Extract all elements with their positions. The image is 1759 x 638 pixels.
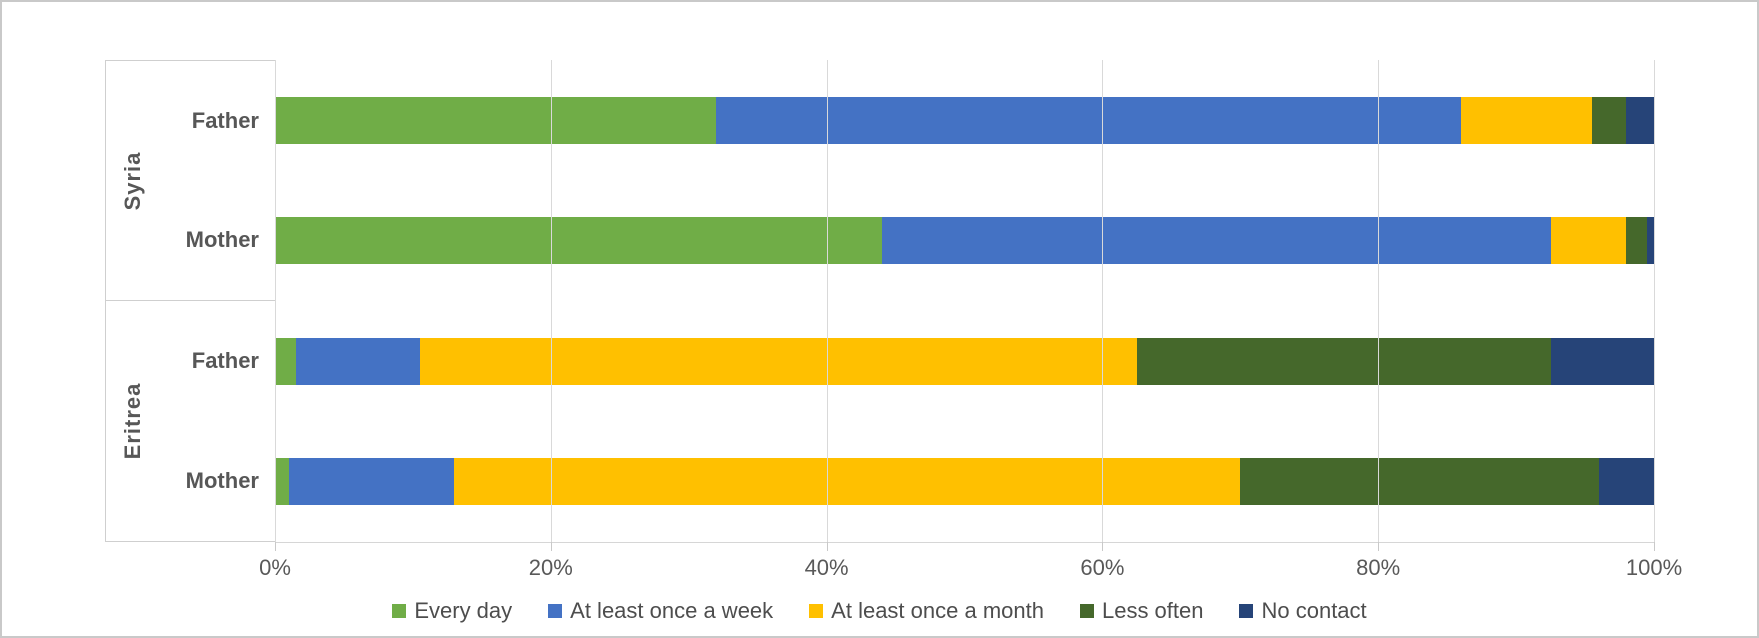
bar-segment bbox=[1550, 217, 1627, 265]
tick-mark bbox=[1654, 542, 1655, 551]
legend-item: Every day bbox=[392, 598, 512, 624]
bar-segment bbox=[275, 458, 289, 506]
legend-label: At least once a week bbox=[570, 598, 774, 623]
bar-segment bbox=[1460, 96, 1592, 144]
bar-row bbox=[275, 217, 1654, 265]
plot-area bbox=[275, 60, 1655, 543]
category-labels: Father Mother bbox=[106, 61, 275, 300]
legend-label: No contact bbox=[1261, 598, 1367, 623]
legend-item: At least once a week bbox=[548, 598, 773, 624]
bar-row bbox=[275, 337, 1654, 385]
tick-label: 60% bbox=[1080, 555, 1125, 580]
category-labels: Father Mother bbox=[106, 301, 275, 541]
gridline bbox=[550, 60, 552, 542]
bar-segment bbox=[295, 337, 420, 385]
legend-label: Every day bbox=[414, 598, 513, 623]
bar-segment bbox=[275, 337, 296, 385]
bar-segment bbox=[1550, 337, 1654, 385]
tick-mark bbox=[1378, 542, 1380, 551]
bar-segment bbox=[881, 217, 1551, 265]
legend-color-swatch-icon bbox=[1239, 604, 1254, 618]
bar-segment bbox=[1136, 337, 1551, 385]
group-label: Eritrea bbox=[120, 382, 145, 460]
legend-color-swatch-icon bbox=[1079, 604, 1094, 618]
category-label: Father bbox=[191, 107, 259, 133]
group-box: Syria Father Mother bbox=[106, 61, 275, 301]
gridline bbox=[1654, 60, 1655, 542]
bar-segment bbox=[1626, 96, 1654, 144]
tick-mark bbox=[550, 542, 552, 551]
category-axis: Syria Father Mother Eritrea Father Mother bbox=[105, 60, 275, 542]
bar-segment bbox=[1598, 458, 1654, 506]
bar-segment bbox=[1647, 217, 1654, 265]
tick-label: 100% bbox=[1625, 555, 1683, 580]
tick-label: 40% bbox=[804, 555, 849, 580]
bar-segment bbox=[288, 458, 455, 506]
bar-segment bbox=[419, 337, 1137, 385]
group-box: Eritrea Father Mother bbox=[106, 301, 275, 541]
bar-segment bbox=[1240, 458, 1599, 506]
bar-segment bbox=[275, 217, 882, 265]
gridline bbox=[1378, 60, 1380, 542]
bar-segment bbox=[275, 96, 717, 144]
legend-label: Less often bbox=[1101, 598, 1204, 623]
category-label: Mother bbox=[185, 227, 259, 253]
gridline bbox=[1102, 60, 1104, 542]
bar-segment bbox=[716, 96, 1461, 144]
group-label: Syria bbox=[120, 151, 145, 210]
tick-mark bbox=[275, 542, 276, 551]
bar-segment bbox=[454, 458, 1241, 506]
x-axis-tick-marks bbox=[275, 542, 1655, 551]
bar-row bbox=[275, 458, 1654, 506]
legend-item: No contact bbox=[1239, 598, 1367, 624]
bar-segment bbox=[1626, 217, 1648, 265]
bar-row bbox=[275, 96, 1654, 144]
legend-color-swatch-icon bbox=[809, 604, 824, 618]
bar-segment bbox=[1591, 96, 1627, 144]
category-label: Mother bbox=[185, 468, 259, 493]
category-label: Father bbox=[191, 348, 259, 373]
legend: Every day At least once a week At least on… bbox=[2, 594, 1757, 628]
tick-label: 0% bbox=[259, 555, 291, 580]
legend-color-swatch-icon bbox=[548, 604, 563, 618]
gridline bbox=[275, 60, 276, 542]
bar-rows bbox=[275, 60, 1654, 542]
legend-color-swatch-icon bbox=[392, 604, 407, 618]
tick-mark bbox=[826, 542, 828, 551]
legend-item: At least once a month bbox=[809, 598, 1044, 624]
legend-label: At least once a month bbox=[831, 598, 1044, 623]
tick-label: 80% bbox=[1356, 555, 1401, 580]
legend-item: Less often bbox=[1079, 598, 1204, 624]
x-axis-tick-labels: 0% 20% 40% 60% 80% 100% bbox=[259, 555, 1682, 583]
tick-mark bbox=[1102, 542, 1104, 551]
tick-label: 20% bbox=[528, 555, 573, 580]
gridline bbox=[826, 60, 828, 542]
